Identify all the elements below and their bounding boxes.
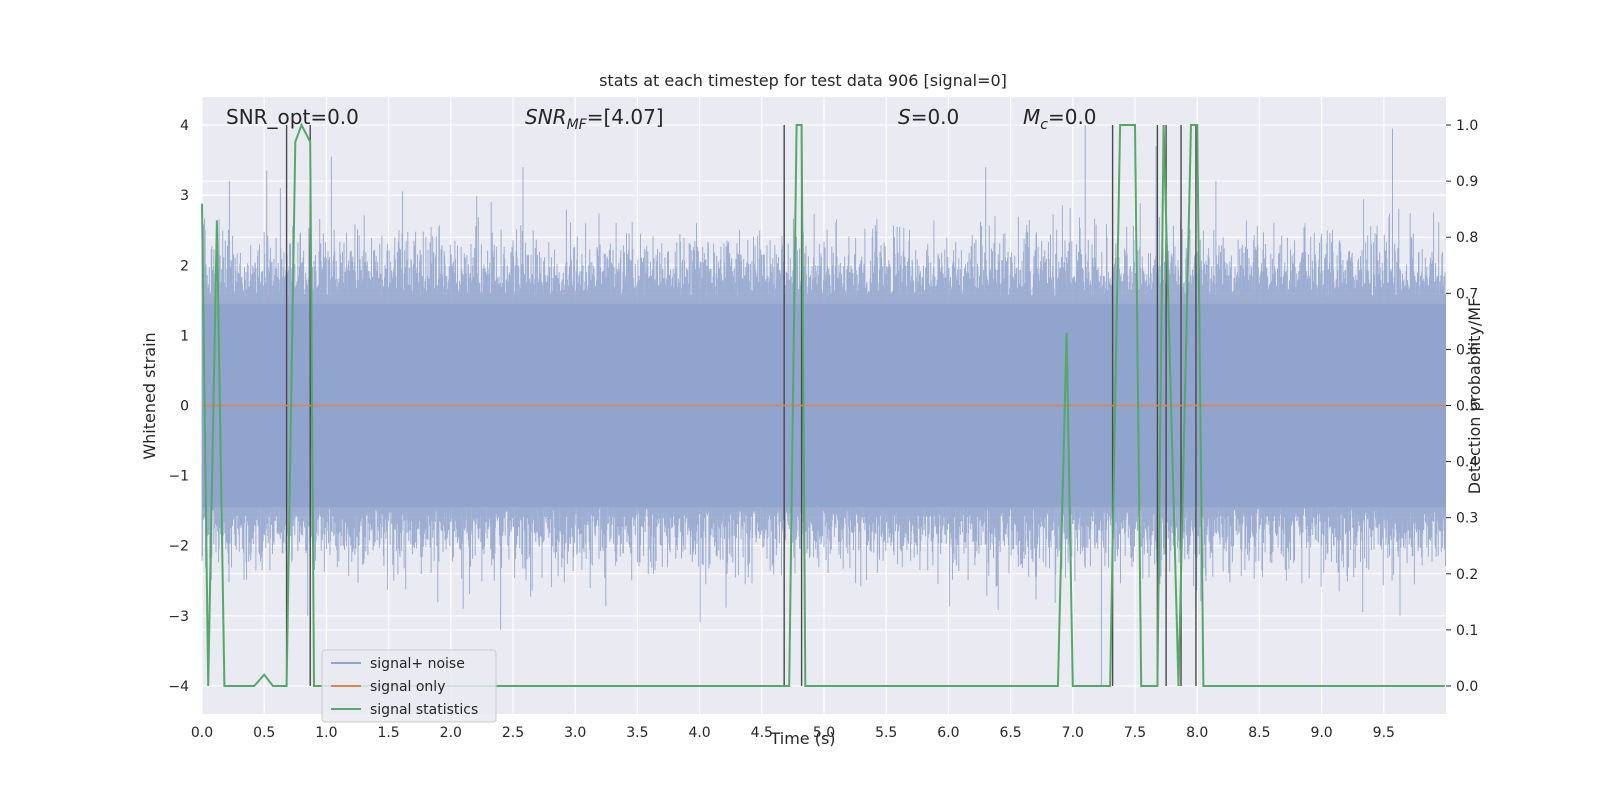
mc-value: =0.0 — [1048, 105, 1097, 129]
legend-label-signal: signal only — [370, 679, 445, 695]
y-right-tick-label: 0.5 — [1456, 399, 1478, 415]
line-series — [201, 122, 1446, 687]
x-tick-label: 7.0 — [1062, 725, 1084, 741]
x-tick-label: 4.5 — [751, 725, 773, 741]
s-value: =0.0 — [911, 105, 960, 129]
x-tick-label: 7.5 — [1124, 725, 1146, 741]
s-symbol: S — [898, 105, 911, 129]
x-tick-label: 5.0 — [813, 725, 835, 741]
x-tick-label: 6.5 — [999, 725, 1021, 741]
y-tick-label: 4 — [180, 118, 189, 134]
y-right-tick-label: 0.7 — [1456, 286, 1478, 302]
snr-mf-subscript: MF — [567, 117, 588, 133]
x-tick-label: 6.0 — [937, 725, 959, 741]
legend-label-statistics: signal statistics — [370, 702, 478, 718]
x-tick-label: 8.0 — [1186, 725, 1208, 741]
x-tick-label: 4.0 — [688, 725, 710, 741]
snr-opt-annotation: SNR_opt=0.0 — [226, 105, 359, 129]
y-right-tick-label: 0.8 — [1456, 230, 1478, 246]
mc-annotation: Mc=0.0 — [1023, 105, 1097, 133]
mc-subscript: c — [1040, 117, 1048, 133]
x-tick-label: 0.0 — [191, 725, 213, 741]
y-tick-label: −3 — [168, 609, 189, 625]
y-tick-label: 2 — [180, 258, 189, 274]
y-ticks-right: 1.0 0.9 0.8 0.7 0.6 0.5 0.4 0.3 0.2 0.1 0.0 — [1446, 118, 1478, 695]
legend: signal+ noise signal only signal statist… — [321, 649, 497, 723]
legend-label-noise: signal+ noise — [370, 656, 465, 672]
x-tick-label: 3.0 — [564, 725, 586, 741]
y-tick-label: −4 — [168, 679, 189, 695]
snr-mf-value: =[4.07] — [587, 105, 664, 129]
y-tick-label: 1 — [180, 328, 189, 344]
x-tick-label: 3.5 — [626, 725, 648, 741]
y-right-tick-label: 0.0 — [1456, 679, 1478, 695]
x-tick-label: 5.5 — [875, 725, 897, 741]
y-tick-label: 3 — [180, 188, 189, 204]
y-tick-label: −2 — [168, 539, 189, 555]
x-tick-label: 9.0 — [1310, 725, 1332, 741]
chart-title: stats at each timestep for test data 906… — [599, 71, 1007, 90]
x-tick-label: 0.5 — [253, 725, 275, 741]
x-tick-label: 8.5 — [1248, 725, 1270, 741]
y-tick-label: 0 — [180, 399, 189, 415]
y-right-tick-label: 0.2 — [1456, 567, 1478, 583]
snr-mf-annotation: SNRMF=[4.07] — [525, 105, 664, 133]
x-tick-label: 2.5 — [502, 725, 524, 741]
legend-box — [321, 649, 497, 723]
y-ticks: 4 3 2 1 0 −1 −2 −3 −4 — [168, 118, 189, 695]
x-ticks: 0.0 0.5 1.0 1.5 2.0 2.5 3.0 3.5 4.0 4.5 5.0 5.5 6.0 6… — [191, 725, 1395, 741]
y-tick-label: −1 — [168, 469, 189, 485]
y-axis-label: Whitened strain — [140, 332, 159, 459]
y-right-tick-label: 1.0 — [1456, 118, 1478, 134]
x-tick-label: 2.0 — [440, 725, 462, 741]
y-right-tick-label: 0.1 — [1456, 623, 1478, 639]
mc-symbol: M — [1023, 105, 1040, 129]
y-right-tick-label: 0.4 — [1456, 455, 1478, 471]
x-tick-label: 9.5 — [1373, 725, 1395, 741]
y-right-tick-label: 0.3 — [1456, 511, 1478, 527]
y-right-tick-label: 0.6 — [1456, 342, 1478, 358]
s-annotation: S=0.0 — [898, 105, 959, 129]
signal-statistics-line — [201, 122, 1445, 687]
x-tick-label: 1.5 — [377, 725, 399, 741]
x-tick-label: 1.0 — [315, 725, 337, 741]
y-right-tick-label: 0.9 — [1456, 174, 1478, 190]
snr-mf-symbol: SNR — [525, 105, 567, 129]
x-axis-label: Time (s) — [769, 729, 835, 748]
y-axis-label-right: Detection probability/MF — [1465, 298, 1484, 495]
